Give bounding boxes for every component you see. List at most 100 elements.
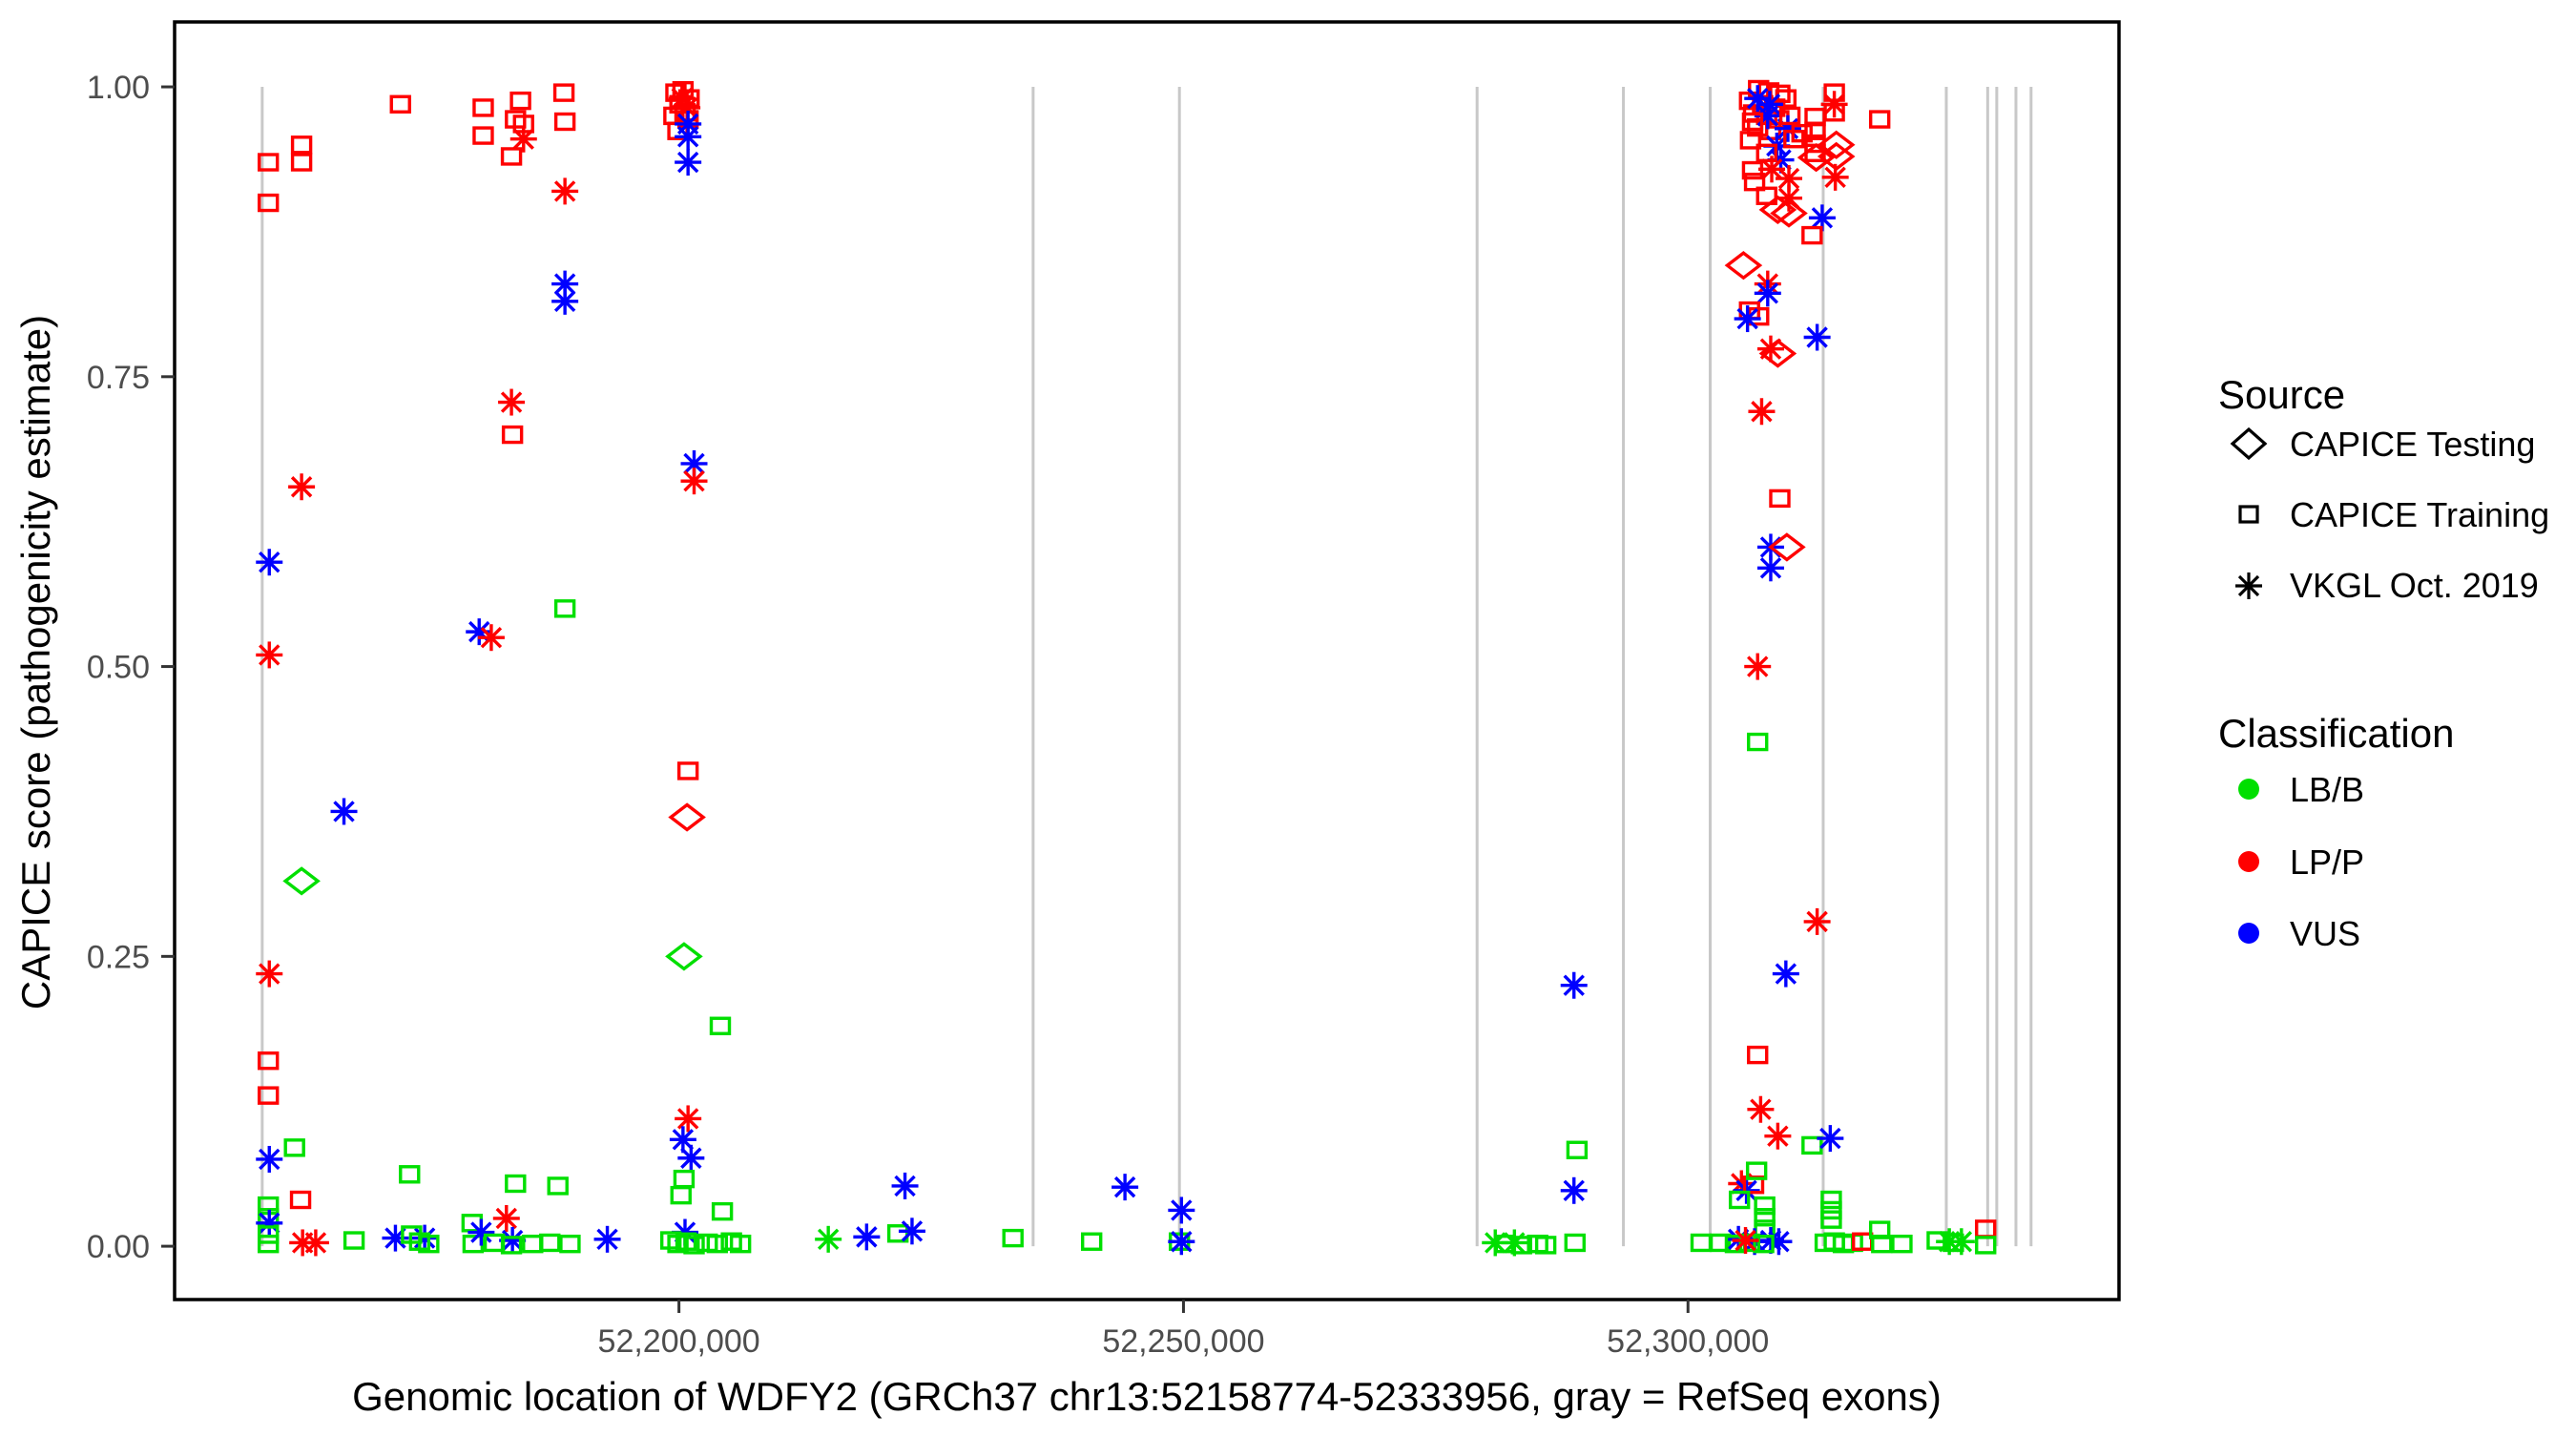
point-square bbox=[1820, 1200, 1842, 1220]
legend-item-capice-training: CAPICE Training bbox=[2238, 495, 2549, 534]
x-tick-label: 52,200,000 bbox=[598, 1323, 760, 1360]
point-square bbox=[670, 1185, 692, 1205]
point-asterisk bbox=[551, 287, 579, 315]
scatter-points bbox=[256, 79, 1997, 1257]
point-square bbox=[257, 1225, 280, 1244]
x-axis: 52,200,000 52,250,000 52,300,000 bbox=[598, 1300, 1769, 1360]
point-asterisk bbox=[680, 468, 708, 495]
point-square bbox=[683, 1236, 705, 1255]
point-asterisk bbox=[330, 798, 358, 825]
point-square bbox=[547, 1176, 569, 1196]
point-asterisk bbox=[1754, 102, 1781, 130]
point-asterisk bbox=[1560, 971, 1588, 999]
point-asterisk bbox=[1803, 907, 1831, 935]
point-asterisk bbox=[256, 1209, 283, 1237]
point-square bbox=[709, 1016, 732, 1035]
point-diamond bbox=[1724, 251, 1763, 281]
refseq-exon-lines bbox=[260, 87, 2033, 1247]
point-square bbox=[1778, 106, 1801, 126]
point-square bbox=[1745, 1161, 1768, 1180]
point-asterisk bbox=[1168, 1228, 1195, 1256]
point-asterisk bbox=[853, 1223, 881, 1251]
y-tick-label: 0.00 bbox=[87, 1229, 150, 1265]
point-diamond bbox=[1758, 339, 1797, 368]
point-square bbox=[1975, 1236, 1997, 1255]
point-square bbox=[552, 83, 575, 102]
point-square bbox=[1739, 131, 1762, 150]
point-square bbox=[1743, 172, 1766, 192]
point-square bbox=[343, 1231, 365, 1250]
point-square bbox=[522, 1234, 544, 1254]
point-square bbox=[1510, 1236, 1532, 1255]
point-asterisk bbox=[675, 1105, 702, 1133]
point-square bbox=[1728, 1190, 1751, 1210]
y-tick-label: 0.25 bbox=[87, 939, 150, 975]
point-square bbox=[1753, 1234, 1775, 1254]
point-square bbox=[1754, 1208, 1776, 1227]
point-square bbox=[257, 1086, 280, 1105]
legend-classification: Classification LB/B LP/P VUS bbox=[2218, 711, 2454, 953]
point-asterisk bbox=[1754, 280, 1781, 307]
point-square bbox=[418, 1234, 440, 1254]
point-square bbox=[553, 599, 576, 618]
point-square bbox=[257, 193, 280, 213]
point-square bbox=[257, 153, 280, 172]
point-asterisk bbox=[1111, 1174, 1139, 1201]
point-asterisk bbox=[1774, 114, 1801, 142]
point-asterisk bbox=[1748, 398, 1776, 426]
point-asterisk bbox=[891, 1172, 919, 1199]
point-square bbox=[711, 1201, 734, 1221]
point-asterisk bbox=[1772, 960, 1799, 988]
lbb-dot-icon bbox=[2238, 779, 2259, 800]
point-square bbox=[472, 98, 494, 117]
point-diamond bbox=[282, 866, 321, 896]
point-diamond bbox=[1758, 195, 1797, 224]
point-asterisk bbox=[1764, 1122, 1792, 1150]
point-asterisk bbox=[677, 1144, 705, 1172]
point-square bbox=[1002, 1228, 1024, 1248]
point-square bbox=[509, 91, 531, 111]
point-asterisk bbox=[477, 624, 505, 652]
legend-item-capice-testing: CAPICE Testing bbox=[2230, 425, 2535, 464]
point-square bbox=[290, 135, 313, 155]
diamond-icon bbox=[2230, 427, 2268, 461]
x-axis-title: Genomic location of WDFY2 (GRCh37 chr13:… bbox=[352, 1374, 1942, 1419]
legend-item-label: LP/P bbox=[2290, 843, 2364, 882]
legend-source-title: Source bbox=[2218, 372, 2345, 417]
point-square bbox=[289, 1190, 312, 1210]
point-diamond bbox=[1817, 130, 1856, 159]
point-square bbox=[886, 1224, 909, 1243]
plot-panel-border bbox=[173, 20, 2121, 1301]
point-asterisk bbox=[898, 1217, 925, 1245]
point-square bbox=[1868, 110, 1891, 129]
legend-item-label: VUS bbox=[2290, 914, 2360, 953]
point-square bbox=[1566, 1140, 1589, 1159]
point-asterisk bbox=[1803, 323, 1831, 351]
point-square bbox=[1975, 1219, 1997, 1238]
point-asterisk bbox=[256, 960, 283, 988]
point-square bbox=[1564, 1233, 1586, 1253]
point-square bbox=[659, 1231, 682, 1250]
point-square bbox=[1709, 1233, 1732, 1253]
point-square bbox=[1494, 1234, 1517, 1254]
point-asterisk bbox=[498, 388, 526, 416]
point-square bbox=[290, 153, 313, 172]
point-square bbox=[257, 1234, 280, 1254]
point-asterisk bbox=[1817, 1125, 1844, 1153]
legend-classification-title: Classification bbox=[2218, 711, 2454, 756]
point-square bbox=[283, 1138, 305, 1157]
point-square bbox=[559, 1234, 581, 1254]
point-asterisk bbox=[1756, 335, 1784, 363]
point-square bbox=[1690, 1233, 1713, 1253]
point-square bbox=[1747, 1045, 1769, 1065]
point-asterisk bbox=[1947, 1228, 1975, 1256]
vus-dot-icon bbox=[2238, 923, 2259, 944]
point-asterisk bbox=[467, 1218, 495, 1246]
legend-item-lpp: LP/P bbox=[2238, 843, 2364, 882]
point-asterisk bbox=[256, 641, 283, 669]
point-asterisk bbox=[411, 1224, 439, 1252]
y-tick-label: 1.00 bbox=[87, 70, 150, 106]
lpp-dot-icon bbox=[2238, 851, 2259, 872]
point-asterisk bbox=[509, 125, 537, 153]
